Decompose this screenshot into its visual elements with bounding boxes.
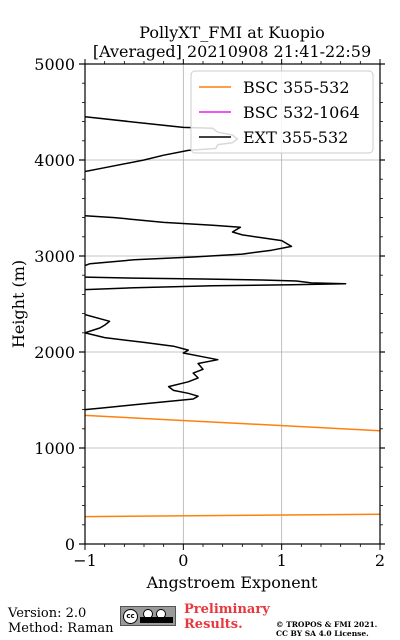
cc-logo-bar	[140, 617, 173, 623]
series-line-3	[85, 214, 293, 267]
preliminary-line-2: Results.	[184, 617, 243, 632]
copyright-notice: © TROPOS & FMI 2021. CC BY SA 4.0 Licens…	[276, 620, 377, 638]
preliminary-results-label: Preliminary Results.	[184, 602, 270, 632]
series-line-1	[85, 414, 380, 432]
x-tick-label: 2	[375, 551, 385, 570]
y-axis-label: Height (m)	[9, 260, 28, 348]
series-line-3	[85, 313, 219, 411]
legend: BSC 355-532 BSC 532-1064 EXT 355-532	[190, 70, 374, 154]
y-tick-label: 4000	[34, 151, 75, 170]
y-tick-label: 3000	[34, 247, 75, 266]
legend-label: BSC 355-532	[243, 78, 350, 97]
copyright-line-1: © TROPOS & FMI 2021.	[276, 620, 378, 629]
plot-frame	[84, 63, 381, 545]
series-line-3	[85, 276, 347, 291]
method-text: Method: Raman	[8, 621, 114, 636]
preliminary-line-1: Preliminary	[184, 602, 270, 617]
cc-license-logo: cc	[120, 606, 176, 626]
copyright-line-2: CC BY SA 4.0 License.	[276, 629, 369, 638]
x-tick-label: 1	[277, 551, 287, 570]
legend-box	[190, 70, 374, 154]
series-line-1	[85, 513, 380, 518]
chart: PollyXT_FMI at Kuopio [Averaged] 2021090…	[9, 23, 385, 592]
y-tick-label: 5000	[34, 55, 75, 74]
legend-label: EXT 355-532	[243, 128, 348, 147]
legend-label: BSC 532-1064	[243, 103, 360, 122]
chart-subtitle: [Averaged] 20210908 21:41-22:59	[93, 42, 371, 61]
y-tick-label: 2000	[34, 343, 75, 362]
y-tick-label: 0	[65, 535, 75, 554]
series-lines	[85, 116, 380, 518]
y-tick-label: 1000	[34, 439, 75, 458]
x-tick-label: −1	[73, 551, 97, 570]
cc-logo-icon: cc	[123, 609, 138, 624]
chart-title: PollyXT_FMI at Kuopio	[139, 23, 325, 42]
x-axis-label: Angstroem Exponent	[146, 573, 318, 592]
version-text: Version: 2.0	[8, 606, 87, 621]
x-tick-label: 0	[178, 551, 188, 570]
